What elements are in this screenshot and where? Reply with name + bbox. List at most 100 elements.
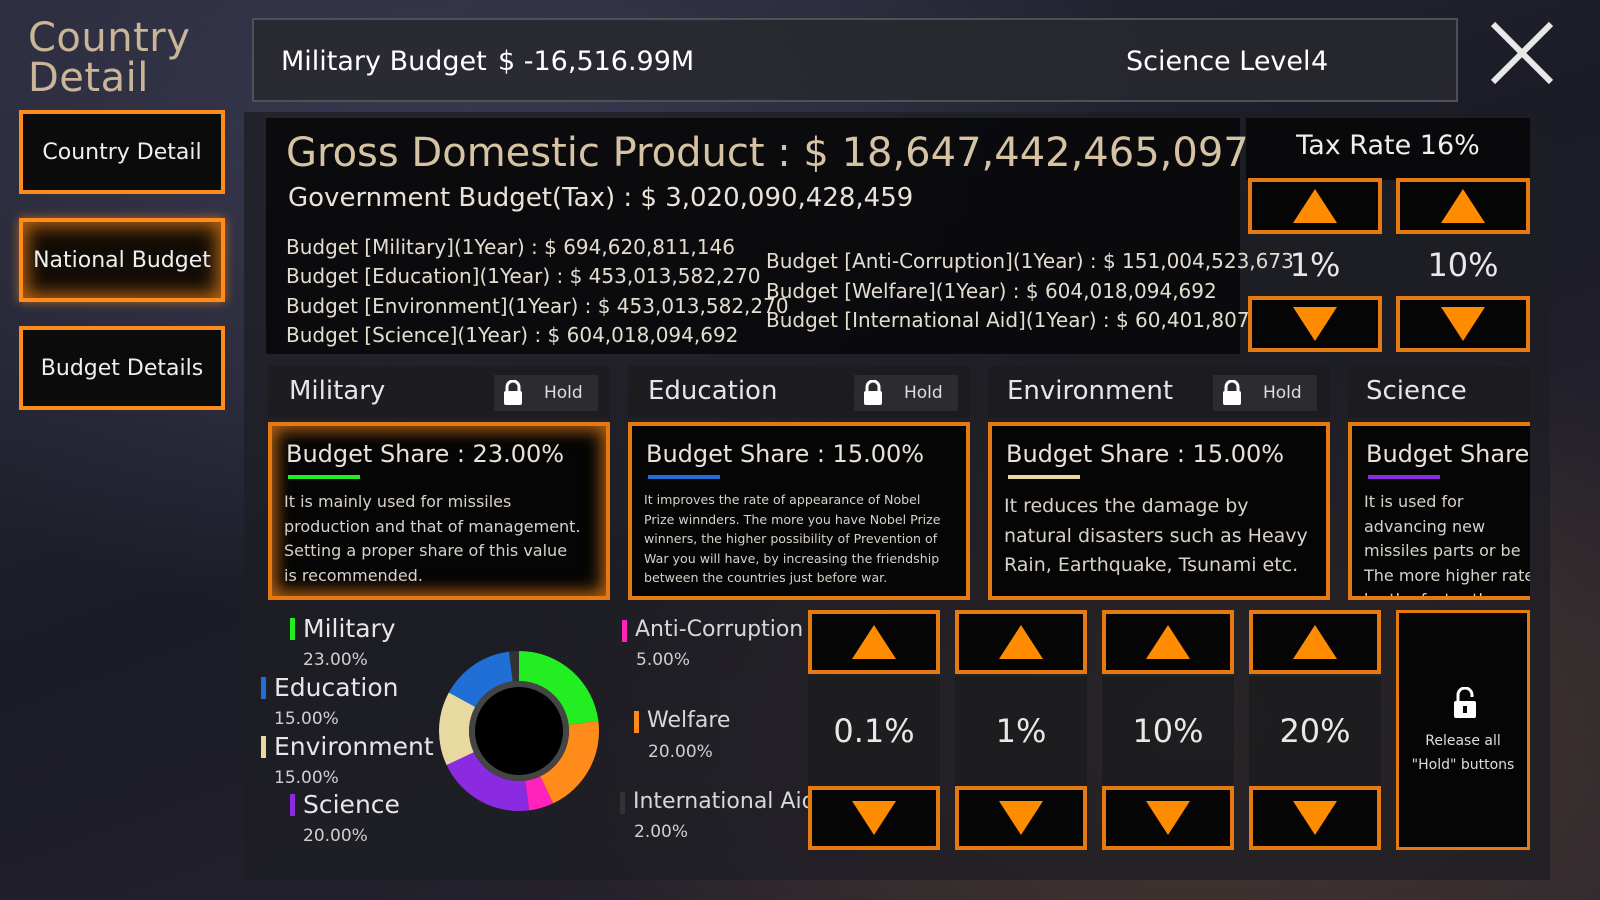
category-description: It improves the rate of appearance of No… — [644, 492, 941, 585]
share-down-20-button[interactable] — [1249, 786, 1381, 850]
tax-down-1-button[interactable] — [1248, 296, 1382, 352]
sidebar-item-label: Budget Details — [40, 355, 204, 381]
category-card-environment[interactable]: Budget Share : 15.00% It reduces the dam… — [988, 422, 1330, 600]
share-up-10-button[interactable] — [1102, 610, 1234, 674]
legend-pct-international-aid: 2.00% — [634, 822, 689, 842]
legend-name-education: Education — [274, 673, 399, 702]
category-header-science — [1348, 366, 1530, 418]
tax-rate-label: Tax Rate 16% — [1296, 130, 1480, 161]
lock-icon — [1223, 380, 1241, 405]
category-card-education[interactable]: Budget Share : 15.00% It improves the ra… — [628, 422, 970, 600]
adjust-step-10: 10% — [1132, 712, 1204, 750]
gdp-value: Gross Domestic Product : $ 18,647,442,46… — [286, 130, 1249, 176]
military-budget-label: Military Budget — [281, 46, 487, 77]
tax-down-10-button[interactable] — [1396, 296, 1530, 352]
lock-icon — [504, 380, 522, 405]
legend-name-military: Military — [303, 614, 396, 643]
legend-pct-science: 20.00% — [303, 826, 368, 846]
arrow-up-icon — [852, 625, 896, 659]
category-description: It is used for advancing new missiles pa… — [1364, 492, 1530, 600]
share-down-10-button[interactable] — [1102, 786, 1234, 850]
legend-swatch-environment — [261, 736, 266, 758]
legend-name-environment: Environment — [274, 732, 434, 761]
science-level-value: 4 — [1311, 46, 1329, 77]
category-card-military[interactable]: Budget Share : 23.00% It is mainly used … — [268, 422, 610, 600]
category-name-science: Science — [1366, 376, 1467, 406]
budget-donut-chart — [439, 651, 599, 811]
budget-line-international-aid: Budget [International Aid](1Year) : $ 60… — [766, 308, 1295, 332]
sidebar-item-label: Country Detail — [42, 139, 202, 165]
budget-line-environment: Budget [Environment](1Year) : $ 453,013,… — [286, 294, 789, 318]
category-color-underline — [288, 475, 360, 479]
share-down-1-button[interactable] — [955, 786, 1087, 850]
release-all-holds-button[interactable]: Release all "Hold" buttons — [1396, 610, 1530, 850]
category-name-military: Military — [289, 376, 386, 406]
budget-line-science: Budget [Science](1Year) : $ 604,018,094,… — [286, 323, 739, 347]
arrow-down-icon — [1146, 801, 1190, 835]
government-budget: Government Budget(Tax) : $ 3,020,090,428… — [288, 183, 914, 213]
legend-swatch-welfare — [634, 711, 639, 733]
share-down-0.1-button[interactable] — [808, 786, 940, 850]
close-icon[interactable] — [1487, 18, 1557, 88]
legend-pct-military: 23.00% — [303, 650, 368, 670]
category-name-education: Education — [648, 376, 778, 406]
adjust-column-bg — [1102, 676, 1234, 786]
adjust-step-20: 20% — [1279, 712, 1351, 750]
adjust-column-bg — [1249, 676, 1381, 786]
share-up-1-button[interactable] — [955, 610, 1087, 674]
hold-button-education[interactable]: Hold — [854, 375, 958, 411]
share-up-0.1-button[interactable] — [808, 610, 940, 674]
arrow-down-icon — [1293, 801, 1337, 835]
budget-share: Budget Share : 15.00% — [1006, 440, 1285, 468]
top-info-bar: Military Budget $ -16,516.99M Science Le… — [252, 18, 1458, 102]
hold-button-military[interactable]: Hold — [494, 375, 598, 411]
legend-pct-welfare: 20.00% — [648, 742, 713, 762]
donut-slice-military — [519, 651, 599, 725]
donut-slice-education — [448, 651, 513, 707]
tax-step-1: 1% — [1289, 246, 1341, 284]
arrow-down-icon — [999, 801, 1043, 835]
arrow-up-icon — [999, 625, 1043, 659]
adjust-step-1: 1% — [995, 712, 1047, 750]
category-description: It is mainly used for missiles productio… — [284, 492, 581, 585]
legend-pct-environment: 15.00% — [274, 768, 339, 788]
hold-label: Hold — [544, 383, 583, 403]
unlock-icon — [1454, 687, 1476, 718]
budget-line-military: Budget [Military](1Year) : $ 694,620,811… — [286, 235, 735, 259]
adjust-column-bg — [955, 676, 1087, 786]
budget-line-anti-corruption: Budget [Anti-Corruption](1Year) : $ 151,… — [766, 249, 1294, 273]
legend-swatch-science — [290, 794, 295, 816]
lock-icon — [864, 380, 882, 405]
hold-button-environment[interactable]: Hold — [1213, 375, 1317, 411]
donut-slice-science — [446, 752, 530, 811]
tax-rate-header: Tax Rate 16% — [1246, 118, 1530, 180]
donut-slice-environment — [439, 692, 476, 766]
release-label-line2: "Hold" buttons — [1411, 757, 1515, 773]
donut-slice-anti-corruption — [525, 776, 554, 811]
arrow-down-icon — [1293, 307, 1337, 341]
category-color-underline — [648, 475, 720, 479]
hold-label: Hold — [1263, 383, 1302, 403]
tax-up-1-button[interactable] — [1248, 178, 1382, 234]
tax-up-10-button[interactable] — [1396, 178, 1530, 234]
legend-swatch-education — [261, 677, 266, 699]
release-label-line1: Release all — [1425, 733, 1501, 749]
legend-swatch-military — [290, 618, 295, 640]
category-card-science[interactable]: Budget Share : It is used for advancing … — [1348, 422, 1530, 600]
category-color-underline — [1008, 475, 1080, 479]
category-name-environment: Environment — [1007, 376, 1174, 406]
sidebar-item-country-detail[interactable]: Country Detail — [19, 110, 225, 194]
category-description: It reduces the damage by natural disaste… — [1004, 495, 1308, 576]
legend-pct-anti-corruption: 5.00% — [636, 650, 691, 670]
science-level-label: Science Level — [1126, 46, 1311, 77]
hold-label: Hold — [904, 383, 943, 403]
legend-name-science: Science — [303, 790, 400, 819]
legend-name-welfare: Welfare — [647, 708, 731, 733]
sidebar-item-label: National Budget — [33, 247, 211, 273]
sidebar-item-national-budget[interactable]: National Budget — [19, 218, 225, 302]
screen-title: Country Detail — [28, 15, 191, 101]
share-up-20-button[interactable] — [1249, 610, 1381, 674]
budget-line-welfare: Budget [Welfare](1Year) : $ 604,018,094,… — [766, 279, 1217, 303]
sidebar-item-budget-details[interactable]: Budget Details — [19, 326, 225, 410]
legend-name-anti-corruption: Anti-Corruption — [635, 617, 804, 642]
